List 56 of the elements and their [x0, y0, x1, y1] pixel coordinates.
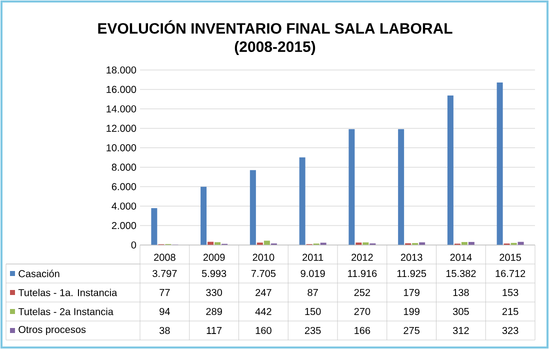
x-tick-label: 2013	[400, 254, 422, 261]
y-tick-label: 2.000	[112, 222, 136, 230]
data-label: 166	[354, 326, 370, 334]
data-label: 160	[256, 326, 272, 334]
chart-subtitle: (2008-2015)	[234, 41, 316, 55]
data-label: 312	[452, 326, 469, 334]
data-label: 11.925	[397, 270, 426, 278]
data-label: 330	[206, 288, 222, 296]
data-label: 5.993	[202, 270, 226, 278]
data-label: 305	[452, 308, 469, 316]
y-tick-label: 18.000	[106, 66, 136, 74]
legend-label: Casación	[18, 270, 60, 278]
data-label: 38	[160, 326, 170, 334]
y-tick-label: 14.000	[106, 105, 136, 112]
legend-label: Tutelas - 2a Instancia	[18, 308, 114, 316]
y-tick-label: 16.000	[106, 86, 136, 93]
y-tick-label: 12.000	[106, 124, 136, 132]
x-tick-label: 2015	[500, 254, 522, 261]
x-tick-label: 2012	[352, 254, 373, 261]
y-tick-label: 10.000	[106, 144, 136, 152]
data-label: 117	[206, 327, 222, 334]
data-label: 87	[308, 288, 318, 296]
y-tick-label: 6.000	[112, 183, 136, 190]
data-label: 275	[404, 326, 420, 334]
data-label: 15.382	[446, 270, 476, 278]
data-label: 7.705	[251, 270, 276, 278]
x-tick-label: 2008	[154, 254, 176, 261]
data-label: 16.712	[496, 270, 526, 278]
legend-label: Tutelas - 1a. Instancia	[18, 288, 118, 296]
x-tick-label: 2011	[302, 254, 324, 261]
data-label: 179	[404, 288, 420, 296]
data-label: 153	[502, 288, 518, 296]
data-label: 94	[160, 308, 170, 316]
y-tick-label: 4.000	[112, 202, 136, 210]
data-label: 77	[160, 289, 170, 296]
data-label: 289	[206, 308, 222, 316]
legend-label: Otros procesos	[18, 326, 86, 336]
data-label: 270	[354, 308, 370, 316]
data-label: 252	[354, 288, 370, 296]
data-label: 442	[255, 308, 272, 315]
data-label: 9.019	[300, 270, 325, 278]
data-label: 3.797	[152, 270, 177, 278]
x-tick-label: 2014	[450, 254, 472, 261]
chart-title: EVOLUCIÓN INVENTARIO FINAL SALA LABORAL	[98, 20, 452, 34]
y-tick-label: 0	[131, 241, 136, 249]
x-tick-label: 2009	[203, 254, 225, 261]
data-label: 235	[304, 326, 321, 334]
data-label: 138	[453, 288, 469, 296]
x-tick-label: 2010	[252, 254, 274, 261]
data-label: 11.916	[348, 270, 377, 278]
data-label: 150	[305, 308, 321, 316]
y-tick-label: 8.000	[112, 164, 136, 171]
data-label: 247	[256, 289, 272, 296]
data-label: 323	[502, 326, 518, 334]
data-label: 199	[404, 308, 420, 316]
data-label: 215	[502, 308, 518, 316]
